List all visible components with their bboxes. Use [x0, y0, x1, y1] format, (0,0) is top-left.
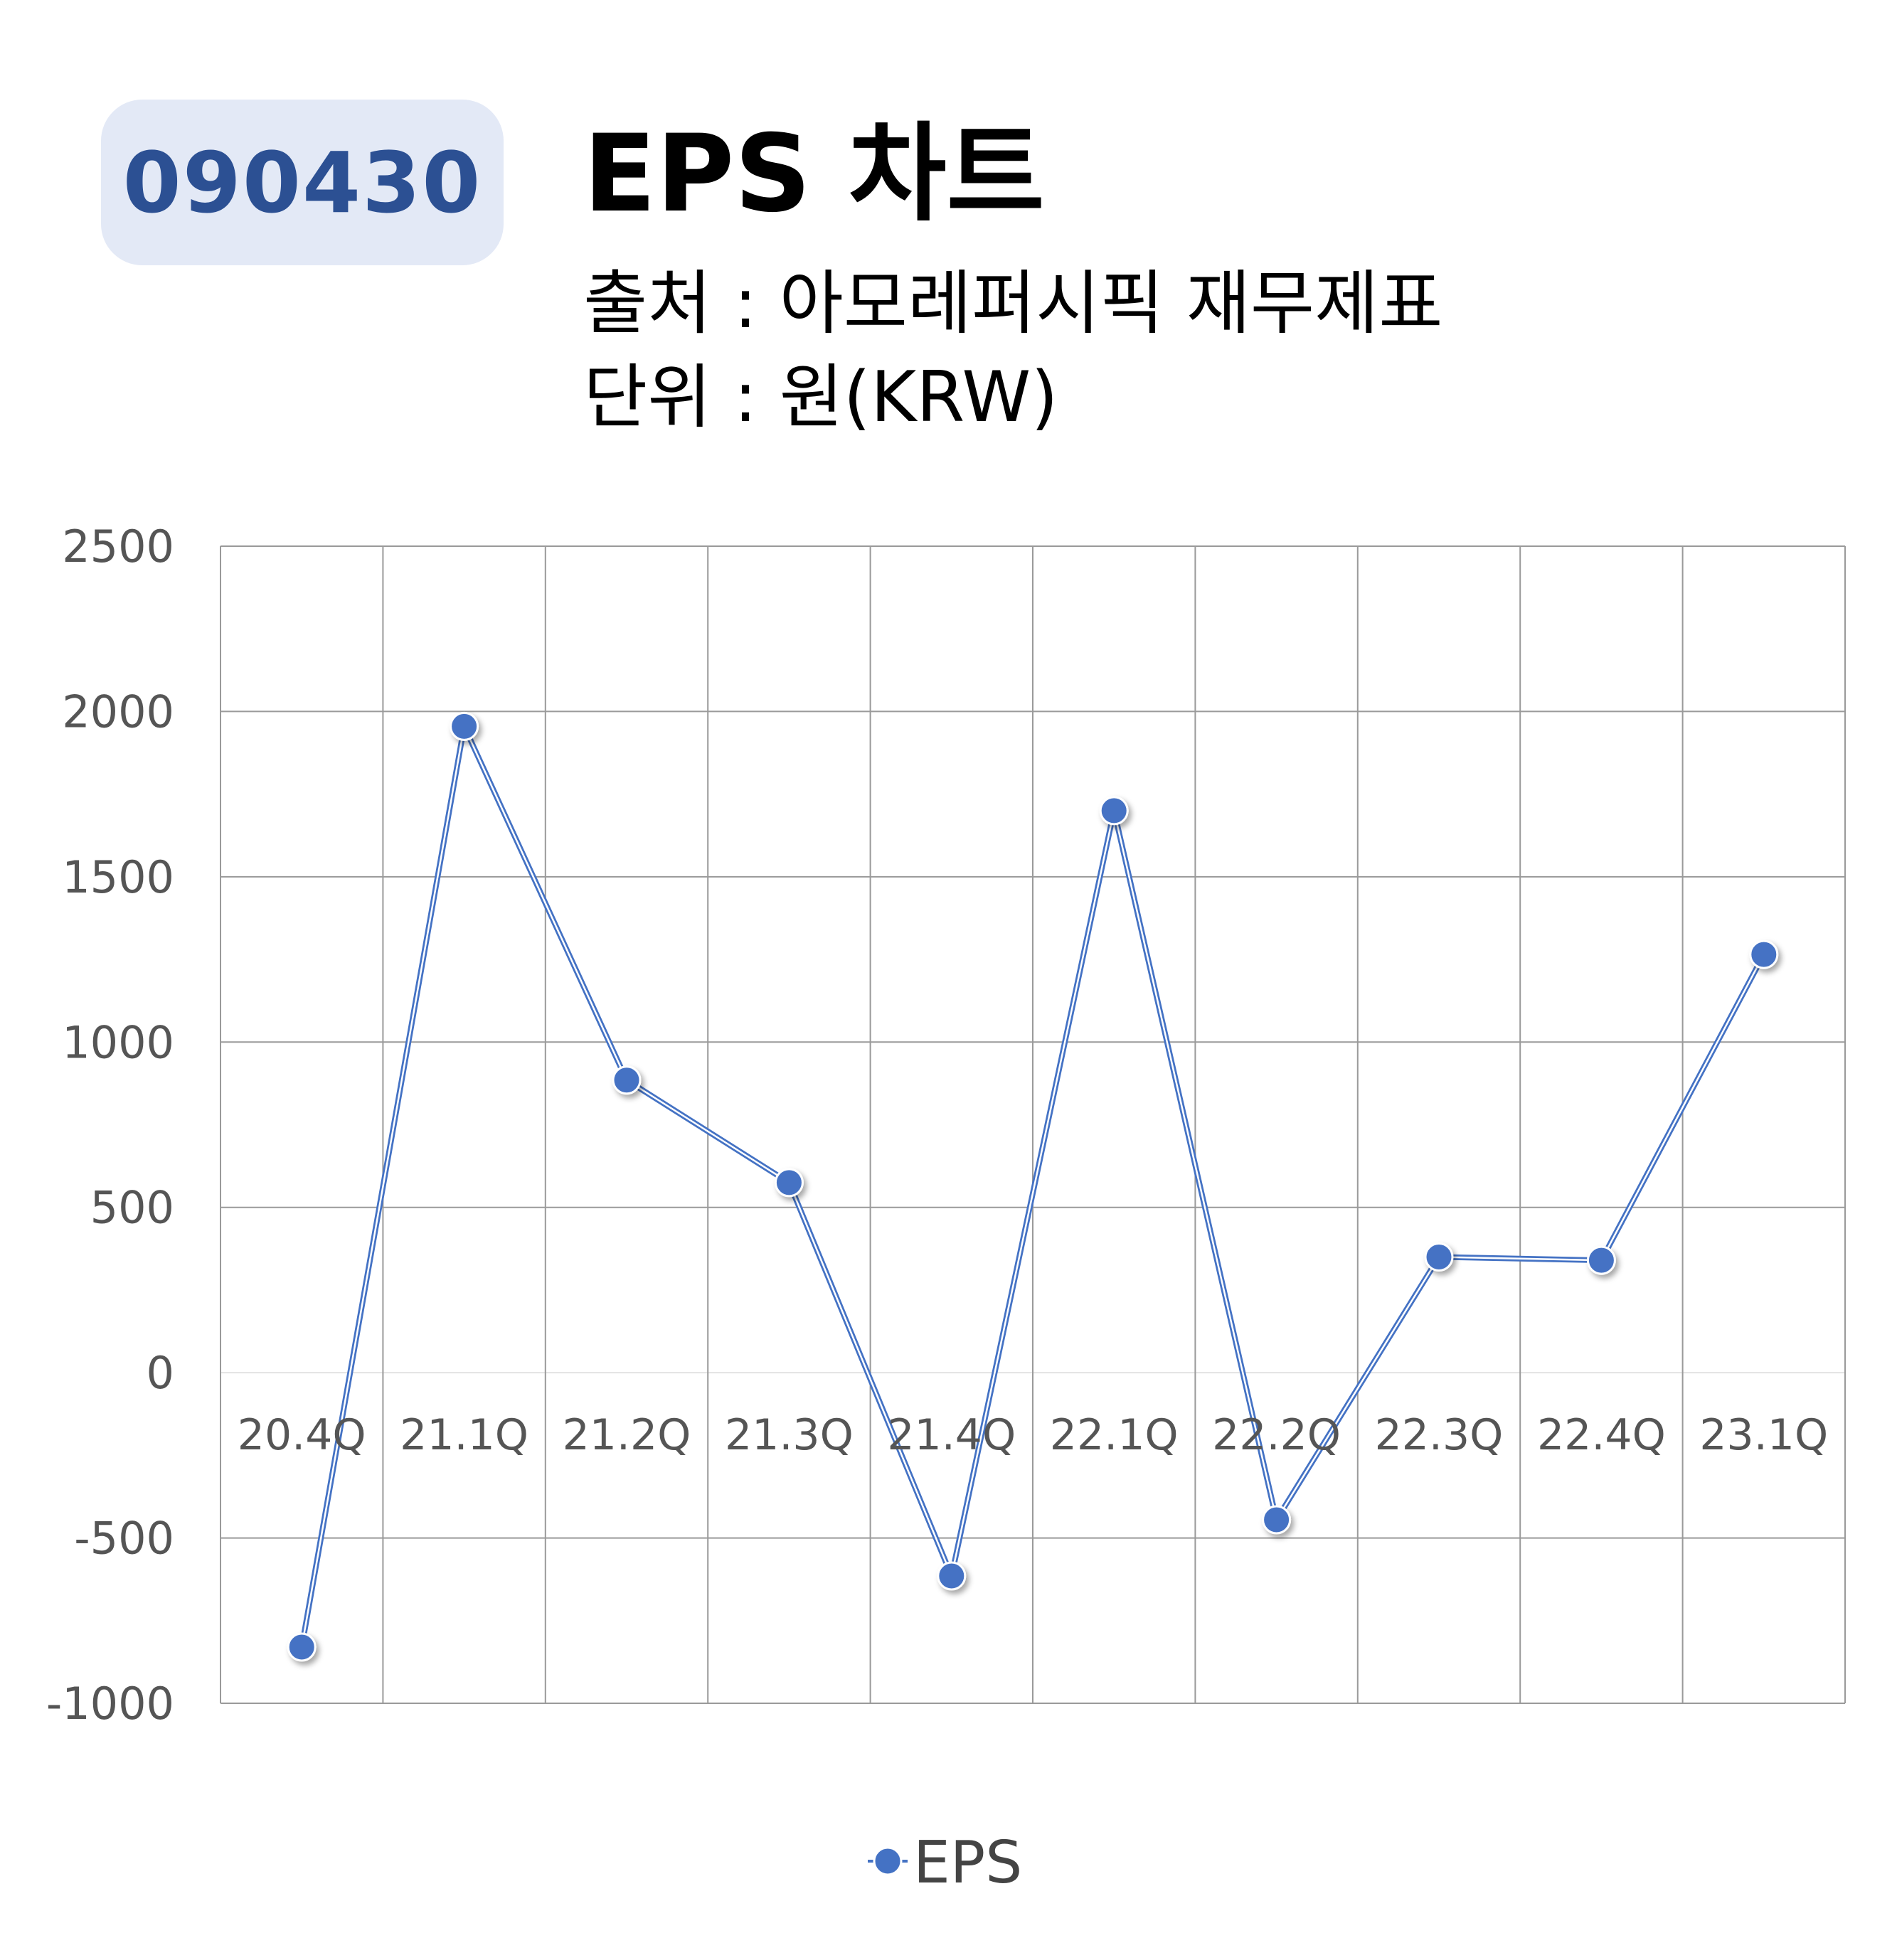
legend-marker: [873, 1846, 903, 1876]
x-tick-label: 22.1Q: [1050, 1410, 1179, 1460]
data-point-marker: [287, 1632, 317, 1662]
y-tick-label: 2000: [62, 686, 174, 737]
y-tick-label: 500: [90, 1182, 174, 1234]
data-point-marker: [612, 1065, 642, 1095]
unit-label: 단위 : 원(KRW): [583, 357, 1058, 438]
data-point-marker: [1099, 796, 1129, 826]
x-tick-label: 22.4Q: [1537, 1410, 1666, 1460]
x-tick-label: 21.3Q: [725, 1410, 854, 1460]
data-point-marker: [450, 711, 479, 741]
chart-title: EPS 차트: [583, 112, 1045, 236]
series-line-highlight: [300, 725, 1765, 1648]
data-point-marker: [1424, 1242, 1454, 1272]
x-tick-label: 21.1Q: [400, 1410, 528, 1460]
data-point-marker: [1262, 1505, 1292, 1535]
x-tick-label: 23.1Q: [1699, 1410, 1828, 1460]
y-tick-label: 1000: [62, 1016, 174, 1068]
source-label: 출처 : 아모레퍼시픽 재무제표: [583, 263, 1443, 344]
y-tick-label: 2500: [62, 521, 174, 572]
ticker-code: 090430: [122, 133, 482, 232]
data-point-marker: [774, 1168, 804, 1198]
y-tick-label: -500: [74, 1513, 174, 1565]
data-point-marker: [1749, 939, 1779, 969]
x-tick-label: 22.2Q: [1212, 1410, 1341, 1460]
y-tick-label: 1500: [62, 851, 174, 903]
data-point-marker: [1586, 1245, 1616, 1275]
x-tick-label: 21.2Q: [563, 1410, 691, 1460]
y-tick-label: -1000: [46, 1678, 174, 1730]
x-tick-label: 20.4Q: [238, 1410, 366, 1460]
legend-label: EPS: [913, 1829, 1022, 1897]
y-tick-label: 0: [147, 1347, 174, 1399]
x-tick-label: 21.4Q: [887, 1410, 1016, 1460]
data-point-marker: [937, 1561, 967, 1591]
ticker-badge: 090430: [101, 100, 504, 265]
x-tick-label: 22.3Q: [1375, 1410, 1504, 1460]
